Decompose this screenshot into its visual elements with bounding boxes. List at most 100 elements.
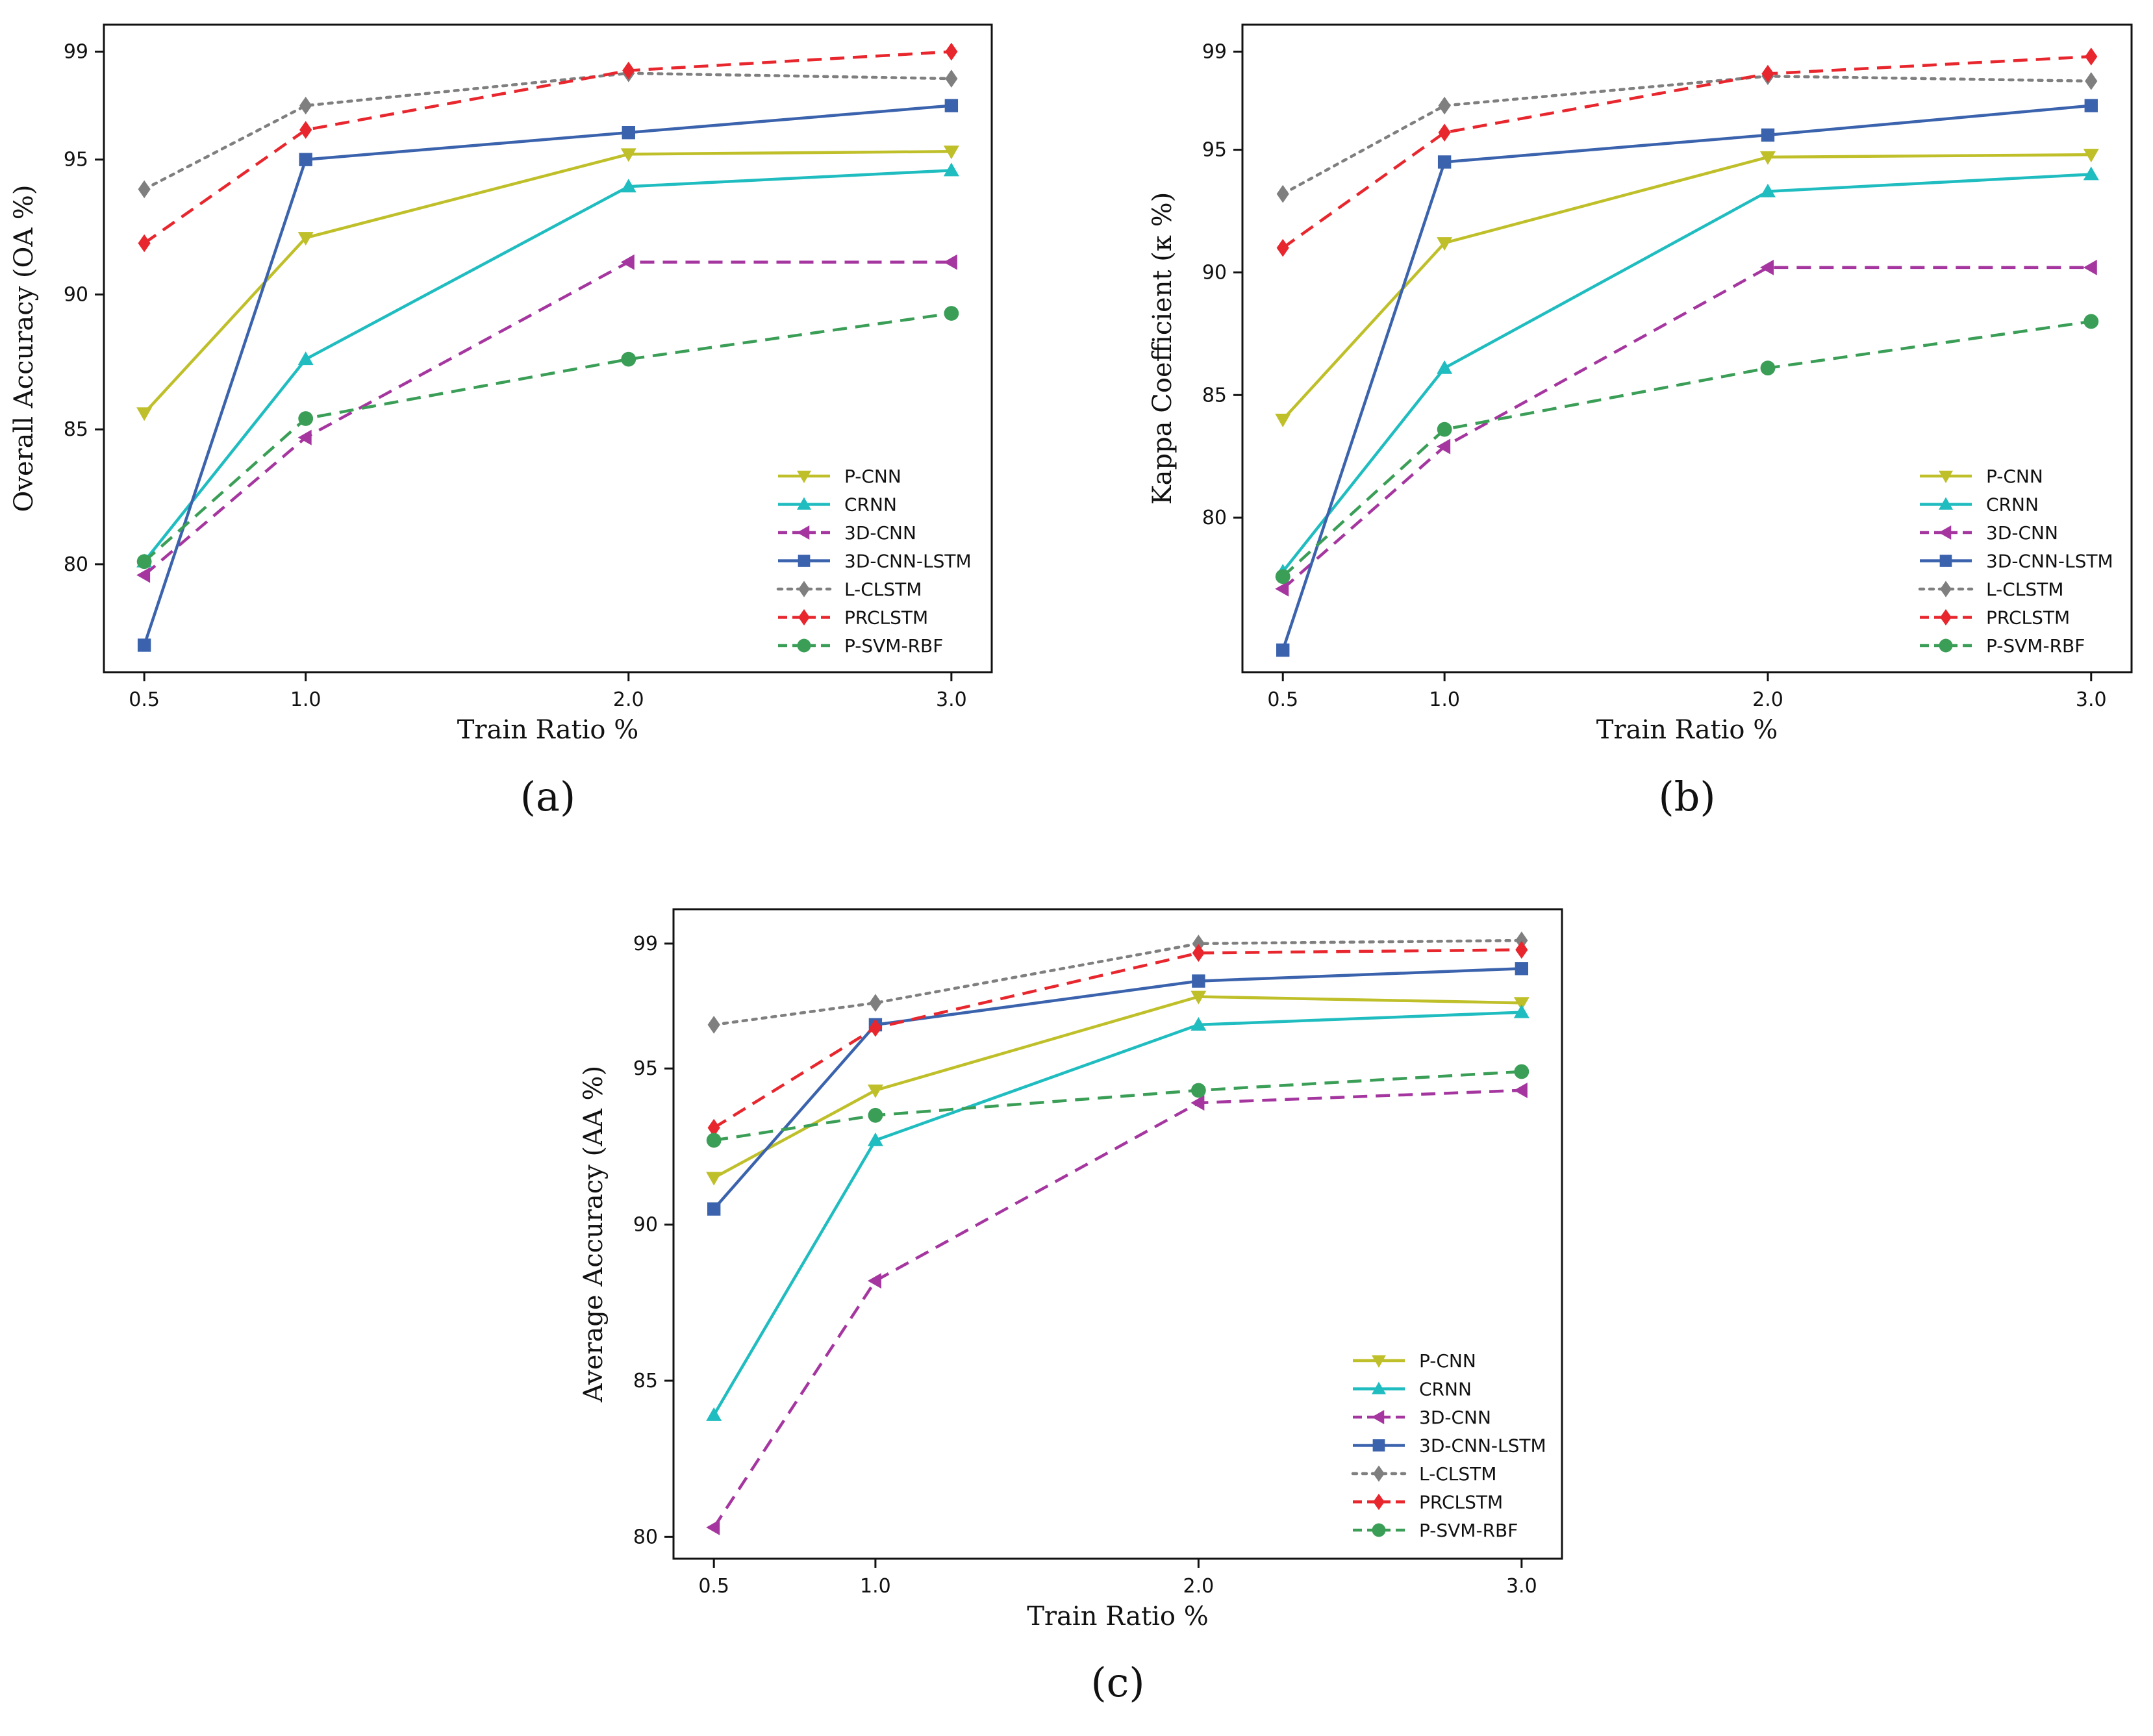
legend-item-p-cnn: P-CNN <box>1353 1350 1476 1372</box>
series-l-clstm <box>707 931 1528 1034</box>
data-point-p-svm-rbf <box>1275 569 1291 585</box>
series-p-svm-rbf <box>706 1064 1530 1148</box>
x-tick-label: 0.5 <box>129 688 160 711</box>
x-tick-label: 0.5 <box>698 1575 729 1598</box>
legend: P-CNN CRNN 3D-CNN 3D-CNN-LSTM L-CLSTM PRCLSTM… <box>1918 466 2113 657</box>
series-3d-cnn-lstm <box>1276 99 2098 657</box>
data-point-l-clstm <box>1276 184 1289 203</box>
data-point-crnn <box>1513 1004 1530 1018</box>
legend-marker <box>1372 1381 1386 1394</box>
legend-item-3d-cnn-lstm: 3D-CNN-LSTM <box>1353 1435 1546 1457</box>
legend-label: P-CNN <box>844 466 901 487</box>
legend-marker <box>1372 1410 1385 1424</box>
data-point-p-cnn <box>136 407 153 421</box>
data-point-3d-cnn-lstm <box>2084 99 2098 112</box>
series-line-l-clstm <box>142 71 953 191</box>
series-3d-cnn <box>706 1082 1528 1535</box>
data-point-crnn <box>867 1132 883 1146</box>
x-tick-label: 0.5 <box>1267 688 1298 711</box>
legend-item-prclstm: PRCLSTM <box>1920 607 2070 629</box>
x-tick-label: 1.0 <box>1429 688 1460 711</box>
series-line-3d-cnn-lstm <box>1281 104 2091 651</box>
data-point-3d-cnn-lstm <box>1761 128 1775 142</box>
y-tick-label: 95 <box>64 149 88 171</box>
legend-item-3d-cnn: 3D-CNN <box>778 522 916 544</box>
legend-item-3d-cnn: 3D-CNN <box>1920 522 2058 544</box>
data-point-p-svm-rbf <box>136 554 152 570</box>
data-point-p-cnn <box>1275 414 1291 428</box>
data-point-prclstm <box>622 61 635 80</box>
series-line-l-clstm <box>1281 75 2093 195</box>
series-line-crnn <box>143 169 951 563</box>
y-tick-label: 90 <box>633 1214 658 1237</box>
legend-label: 3D-CNN-LSTM <box>1986 551 2113 572</box>
legend-label: PRCLSTM <box>1986 607 2070 629</box>
legend-marker <box>1939 555 1952 567</box>
data-point-prclstm <box>1276 238 1289 257</box>
data-point-l-clstm <box>869 994 882 1013</box>
y-tick-label: 95 <box>633 1057 658 1080</box>
data-point-p-cnn <box>297 232 314 246</box>
data-point-p-svm-rbf <box>298 411 314 426</box>
data-point-p-cnn <box>867 1084 883 1098</box>
data-point-3d-cnn-lstm <box>1437 155 1452 169</box>
data-point-p-cnn <box>1190 990 1207 1005</box>
legend-label: CRNN <box>1986 494 2039 516</box>
chart-panel-c: 80 85 90 95 99 0.5 1.0 2.0 3.0 Train Ratio % Avera… <box>579 908 1563 1706</box>
series-3d-cnn <box>136 254 957 583</box>
legend-item-l-clstm: L-CLSTM <box>1918 579 2063 600</box>
data-point-p-cnn <box>1759 151 1776 165</box>
data-point-3d-cnn <box>867 1273 881 1289</box>
panel-label: (b) <box>1658 773 1715 820</box>
legend-item-3d-cnn-lstm: 3D-CNN-LSTM <box>778 551 972 572</box>
data-point-prclstm <box>869 1018 882 1037</box>
legend-item-p-cnn: P-CNN <box>778 466 901 487</box>
y-tick-label: 90 <box>64 283 88 306</box>
data-point-prclstm <box>945 42 958 61</box>
x-tick-label: 2.0 <box>1752 688 1783 711</box>
series-crnn <box>706 1004 1530 1421</box>
data-point-crnn <box>706 1407 722 1421</box>
legend-item-3d-cnn-lstm: 3D-CNN-LSTM <box>1920 551 2113 572</box>
data-point-prclstm <box>1192 944 1205 962</box>
series-line-l-clstm <box>712 938 1524 1027</box>
data-point-p-svm-rbf <box>944 306 959 321</box>
data-point-3d-cnn <box>1190 1095 1205 1111</box>
data-point-l-clstm <box>299 96 312 115</box>
x-tick-label: 2.0 <box>613 688 644 711</box>
data-point-l-clstm <box>945 69 958 88</box>
series-line-prclstm <box>712 948 1522 1129</box>
series-prclstm <box>138 42 958 253</box>
data-point-3d-cnn <box>1759 259 1774 275</box>
data-point-p-svm-rbf <box>1760 360 1776 376</box>
y-axis-label: Overall Accuracy (OA %) <box>9 184 39 512</box>
plot-area-frame <box>672 908 1563 1560</box>
data-point-3d-cnn-lstm <box>707 1202 721 1216</box>
data-point-3d-cnn <box>706 1519 720 1535</box>
legend-item-crnn: CRNN <box>1920 494 2039 516</box>
data-point-3d-cnn <box>1513 1082 1528 1098</box>
series-crnn <box>1275 166 2099 578</box>
data-point-p-svm-rbf <box>1190 1083 1206 1098</box>
data-point-3d-cnn <box>2083 259 2097 275</box>
x-tick-label: 3.0 <box>936 688 967 711</box>
data-point-crnn <box>297 351 314 366</box>
legend-label: P-CNN <box>1419 1350 1476 1372</box>
y-tick-label: 85 <box>633 1370 658 1392</box>
series-line-p-svm-rbf <box>1281 320 2092 578</box>
data-point-p-cnn <box>706 1172 722 1186</box>
legend-label: L-CLSTM <box>1419 1463 1496 1485</box>
data-point-p-svm-rbf <box>868 1107 883 1123</box>
series-line-p-cnn <box>713 995 1522 1179</box>
data-point-3d-cnn-lstm <box>1515 962 1529 975</box>
data-point-l-clstm <box>138 180 151 199</box>
legend-item-prclstm: PRCLSTM <box>1353 1492 1503 1513</box>
data-point-prclstm <box>1515 940 1528 959</box>
data-point-3d-cnn-lstm <box>944 99 959 112</box>
series-p-svm-rbf <box>136 306 959 570</box>
legend-marker <box>797 525 810 540</box>
y-axis-label: Average Accuracy (AA %) <box>579 1066 609 1403</box>
legend-marker <box>798 609 810 626</box>
data-point-p-cnn <box>2083 149 2099 163</box>
